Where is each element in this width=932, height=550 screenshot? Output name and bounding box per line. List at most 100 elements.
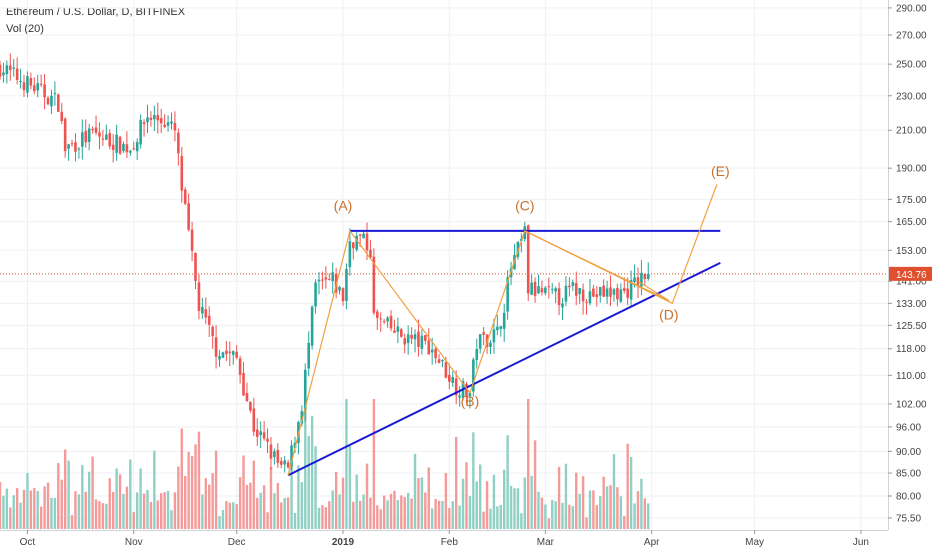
candle-body[interactable] [221, 352, 225, 358]
candle-body[interactable] [283, 460, 286, 465]
candle-body[interactable] [506, 277, 509, 312]
candle-body[interactable] [153, 115, 156, 120]
candle-body[interactable] [564, 285, 568, 302]
candle-body[interactable] [581, 289, 585, 302]
candle-body[interactable] [84, 130, 88, 143]
candle-body[interactable] [482, 332, 485, 335]
candle-body[interactable] [286, 462, 290, 468]
candle-body[interactable] [420, 335, 424, 349]
candle-body[interactable] [249, 401, 252, 411]
candle-body[interactable] [489, 342, 492, 347]
candle-body[interactable] [314, 282, 317, 307]
candle-body[interactable] [33, 85, 36, 92]
candle-body[interactable] [105, 134, 108, 140]
candle-body[interactable] [29, 77, 33, 86]
candle-body[interactable] [544, 287, 547, 294]
candle-body[interactable] [382, 320, 386, 322]
candle-body[interactable] [266, 438, 269, 442]
candle-body[interactable] [43, 84, 46, 98]
candle-body[interactable] [91, 128, 94, 130]
candle-body[interactable] [533, 281, 537, 296]
candle-body[interactable] [242, 373, 245, 396]
candle-body[interactable] [166, 122, 170, 126]
candle-body[interactable] [324, 277, 328, 280]
candle-body[interactable] [554, 288, 557, 292]
candle-body[interactable] [5, 65, 9, 74]
candle-body[interactable] [616, 287, 619, 300]
candle-body[interactable] [194, 252, 197, 281]
candle-body[interactable] [362, 233, 365, 239]
candle-body[interactable] [235, 351, 238, 358]
candle-body[interactable] [389, 315, 393, 329]
candle-body[interactable] [448, 374, 451, 382]
candle-body[interactable] [393, 330, 396, 333]
candle-body[interactable] [183, 189, 187, 204]
candle-body[interactable] [430, 349, 434, 353]
candle-body[interactable] [465, 383, 468, 397]
candle-body[interactable] [77, 148, 81, 150]
candle-body[interactable] [585, 301, 588, 303]
candle-body[interactable] [46, 97, 50, 105]
candle-body[interactable] [0, 64, 2, 77]
candle-body[interactable] [173, 122, 177, 131]
candle-body[interactable] [187, 203, 190, 230]
candle-body[interactable] [365, 233, 369, 251]
candle-body[interactable] [454, 378, 458, 396]
candle-body[interactable] [211, 326, 214, 337]
candle-body[interactable] [400, 329, 403, 337]
candle-body[interactable] [214, 337, 218, 357]
candle-body[interactable] [540, 288, 544, 293]
candle-body[interactable] [561, 303, 564, 308]
candle-body[interactable] [50, 95, 53, 107]
candle-body[interactable] [111, 144, 115, 151]
candle-body[interactable] [568, 285, 571, 288]
candle-body[interactable] [592, 288, 595, 297]
candle-body[interactable] [444, 362, 448, 378]
candle-body[interactable] [231, 351, 235, 355]
candle-body[interactable] [276, 449, 280, 463]
candle-body[interactable] [67, 144, 70, 149]
candle-body[interactable] [516, 241, 520, 257]
candle-body[interactable] [159, 118, 163, 124]
candle-body[interactable] [595, 294, 599, 298]
candle-body[interactable] [36, 83, 40, 91]
candle-body[interactable] [125, 144, 129, 153]
candle-body[interactable] [557, 288, 561, 306]
candle-body[interactable] [643, 273, 647, 280]
candle-body[interactable] [115, 134, 118, 153]
candle-body[interactable] [204, 309, 208, 318]
candle-body[interactable] [245, 393, 249, 402]
candle-body[interactable] [290, 445, 293, 467]
candle-body[interactable] [410, 334, 413, 339]
candle-body[interactable] [303, 369, 307, 410]
candle-body[interactable] [626, 288, 629, 298]
candle-body[interactable] [537, 286, 540, 294]
candle-body[interactable] [598, 286, 602, 296]
candle-body[interactable] [578, 287, 581, 294]
candle-body[interactable] [547, 286, 551, 288]
candle-body[interactable] [12, 67, 16, 69]
candle-body[interactable] [101, 138, 105, 140]
candle-body[interactable] [619, 289, 623, 302]
candle-body[interactable] [351, 242, 355, 249]
candle-body[interactable] [225, 350, 228, 355]
candle-body[interactable] [574, 282, 578, 296]
candle-body[interactable] [413, 334, 417, 340]
candle-body[interactable] [252, 408, 256, 432]
candle-body[interactable] [139, 119, 142, 145]
candle-body[interactable] [622, 288, 626, 291]
candle-body[interactable] [255, 429, 259, 437]
candle-body[interactable] [338, 286, 341, 291]
candlestick-series[interactable] [0, 53, 650, 473]
candle-body[interactable] [259, 431, 262, 436]
candle-body[interactable] [478, 334, 482, 349]
candle-body[interactable] [345, 269, 348, 301]
candle-body[interactable] [98, 132, 101, 137]
candle-body[interactable] [228, 351, 232, 354]
candle-body[interactable] [207, 315, 211, 325]
candle-body[interactable] [369, 249, 372, 258]
pattern-line[interactable] [524, 230, 670, 302]
candle-body[interactable] [530, 282, 533, 295]
candle-body[interactable] [317, 279, 321, 282]
candle-body[interactable] [307, 342, 310, 369]
